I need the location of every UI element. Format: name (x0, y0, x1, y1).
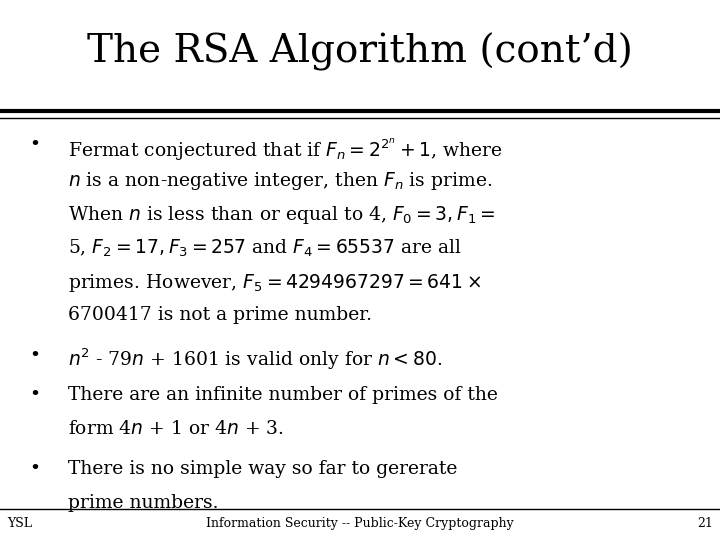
Text: 21: 21 (697, 517, 713, 530)
Text: •: • (29, 136, 40, 154)
Text: primes. However, $F_5 = 4294967297 = 641 \times$: primes. However, $F_5 = 4294967297 = 641… (68, 272, 482, 294)
Text: form 4$n$ + 1 or 4$n$ + 3.: form 4$n$ + 1 or 4$n$ + 3. (68, 420, 284, 438)
Text: There are an infinite number of primes of the: There are an infinite number of primes o… (68, 386, 498, 404)
Text: The RSA Algorithm (cont’d): The RSA Algorithm (cont’d) (87, 32, 633, 71)
Text: 6700417 is not a prime number.: 6700417 is not a prime number. (68, 306, 372, 324)
Text: 5, $F_2 = 17, F_3 = 257$ and $F_4 = 65537$ are all: 5, $F_2 = 17, F_3 = 257$ and $F_4 = 6553… (68, 238, 463, 259)
Text: $n$ is a non-negative integer, then $F_n$ is prime.: $n$ is a non-negative integer, then $F_n… (68, 170, 493, 192)
Text: •: • (29, 460, 40, 477)
Text: $n^2$ - 79$n$ + 1601 is valid only for $n < 80$.: $n^2$ - 79$n$ + 1601 is valid only for $… (68, 347, 443, 372)
Text: •: • (29, 386, 40, 404)
Text: Information Security -- Public-Key Cryptography: Information Security -- Public-Key Crypt… (206, 517, 514, 530)
Text: Fermat conjectured that if $F_n = 2^{2^n} + 1$, where: Fermat conjectured that if $F_n = 2^{2^n… (68, 136, 503, 163)
Text: There is no simple way so far to gererate: There is no simple way so far to gererat… (68, 460, 458, 477)
Text: When $n$ is less than or equal to 4, $F_0 = 3, F_1 =$: When $n$ is less than or equal to 4, $F_… (68, 204, 496, 226)
Text: prime numbers.: prime numbers. (68, 494, 219, 511)
Text: YSL: YSL (7, 517, 32, 530)
Text: •: • (29, 347, 40, 364)
